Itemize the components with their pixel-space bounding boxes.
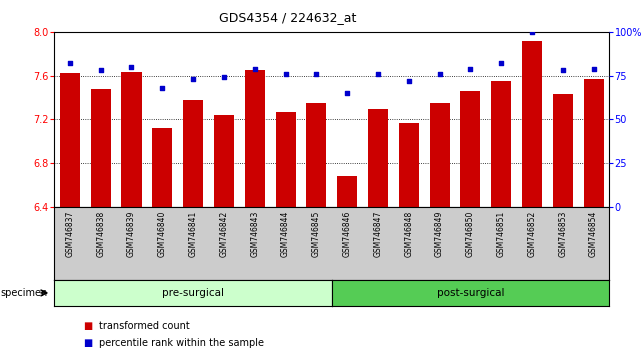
Bar (491, 81, 511, 207)
Point (373, 71, 383, 77)
Point (527, 29, 537, 35)
Point (65, 61, 75, 66)
Bar (306, 103, 326, 207)
Bar (214, 115, 234, 207)
Point (342, 90, 353, 96)
Text: GSM746848: GSM746848 (404, 211, 413, 257)
Text: GSM746852: GSM746852 (528, 211, 537, 257)
Bar (90, 89, 111, 207)
Text: GSM746849: GSM746849 (435, 211, 444, 257)
Point (188, 76, 198, 82)
Text: GSM746846: GSM746846 (343, 211, 352, 257)
Point (280, 71, 290, 77)
Text: post-surgical: post-surgical (437, 288, 504, 298)
Text: GSM746841: GSM746841 (188, 211, 197, 257)
Bar (460, 91, 480, 207)
Text: GSM746839: GSM746839 (127, 211, 136, 257)
Bar (429, 103, 449, 207)
Text: transformed count: transformed count (99, 321, 190, 331)
Bar (553, 94, 573, 207)
Bar (153, 128, 172, 207)
Point (465, 66, 476, 72)
Text: GSM746842: GSM746842 (219, 211, 228, 257)
Point (157, 85, 167, 91)
Bar (583, 79, 604, 207)
Bar (337, 176, 357, 207)
Bar (60, 74, 80, 207)
Text: GSM746854: GSM746854 (589, 211, 598, 257)
Text: pre-surgical: pre-surgical (162, 288, 224, 298)
Point (219, 75, 229, 80)
Text: GDS4354 / 224632_at: GDS4354 / 224632_at (219, 11, 356, 24)
Point (435, 71, 445, 77)
Bar (276, 112, 296, 207)
Text: GSM746840: GSM746840 (158, 211, 167, 257)
Text: GSM746837: GSM746837 (65, 211, 74, 257)
Text: ■: ■ (83, 321, 92, 331)
Point (126, 64, 137, 70)
Point (404, 78, 414, 84)
Point (558, 68, 568, 73)
Bar (122, 72, 142, 207)
Point (588, 66, 599, 72)
Point (496, 61, 506, 66)
Point (311, 71, 321, 77)
Text: GSM746845: GSM746845 (312, 211, 320, 257)
Text: GSM746838: GSM746838 (96, 211, 105, 257)
Text: GSM746843: GSM746843 (250, 211, 259, 257)
Text: GSM746847: GSM746847 (374, 211, 383, 257)
Text: GSM746850: GSM746850 (466, 211, 475, 257)
Point (249, 66, 260, 72)
Bar (245, 70, 265, 207)
Text: GSM746844: GSM746844 (281, 211, 290, 257)
Bar (183, 100, 203, 207)
Bar (399, 123, 419, 207)
Text: specimen: specimen (1, 288, 48, 298)
Text: GSM746853: GSM746853 (558, 211, 567, 257)
Text: ■: ■ (83, 338, 92, 348)
Point (96, 68, 106, 73)
Text: GSM746851: GSM746851 (497, 211, 506, 257)
Text: percentile rank within the sample: percentile rank within the sample (99, 338, 264, 348)
Bar (368, 109, 388, 207)
Bar (522, 41, 542, 207)
